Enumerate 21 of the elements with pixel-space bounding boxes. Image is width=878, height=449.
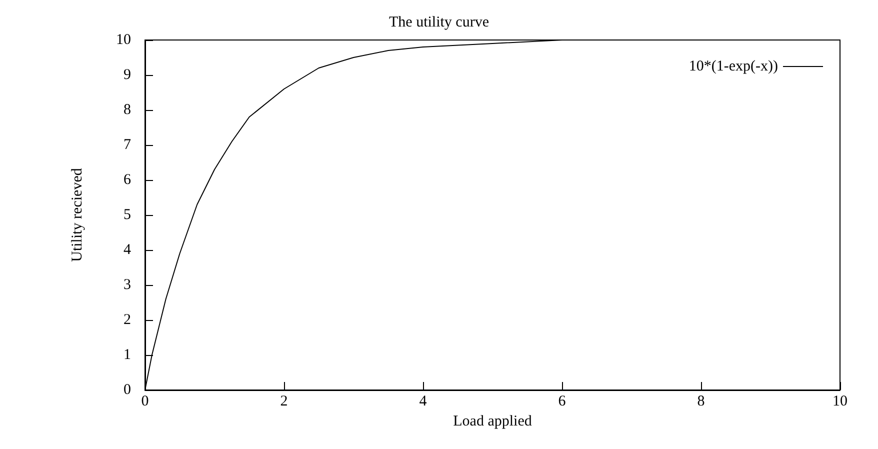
y-tick-label: 1: [124, 347, 131, 363]
x-tick-label: 10: [832, 394, 848, 410]
x-tick-label: 0: [141, 394, 149, 410]
y-tick-label: 3: [124, 277, 131, 293]
y-tick-label: 2: [124, 312, 131, 328]
y-tick-label: 7: [124, 137, 132, 153]
y-tick-label: 5: [124, 207, 131, 223]
x-axis-title: Load applied: [453, 413, 532, 430]
x-tick-label: 4: [419, 394, 428, 410]
y-tick-label: 4: [124, 242, 132, 258]
x-tick-label: 2: [280, 394, 288, 410]
chart-title: The utility curve: [389, 14, 490, 30]
legend-label: 10*(1-exp(-x)): [688, 58, 778, 74]
y-tick-label: 6: [124, 172, 132, 188]
y-axis-title: Utility recieved: [70, 168, 86, 262]
x-tick-label: 8: [697, 394, 705, 410]
y-tick-label: 0: [124, 382, 131, 398]
y-tick-label: 9: [124, 67, 131, 83]
y-tick-label: 10: [116, 32, 131, 48]
x-tick-label: 6: [558, 394, 566, 410]
y-tick-label: 8: [124, 102, 131, 118]
